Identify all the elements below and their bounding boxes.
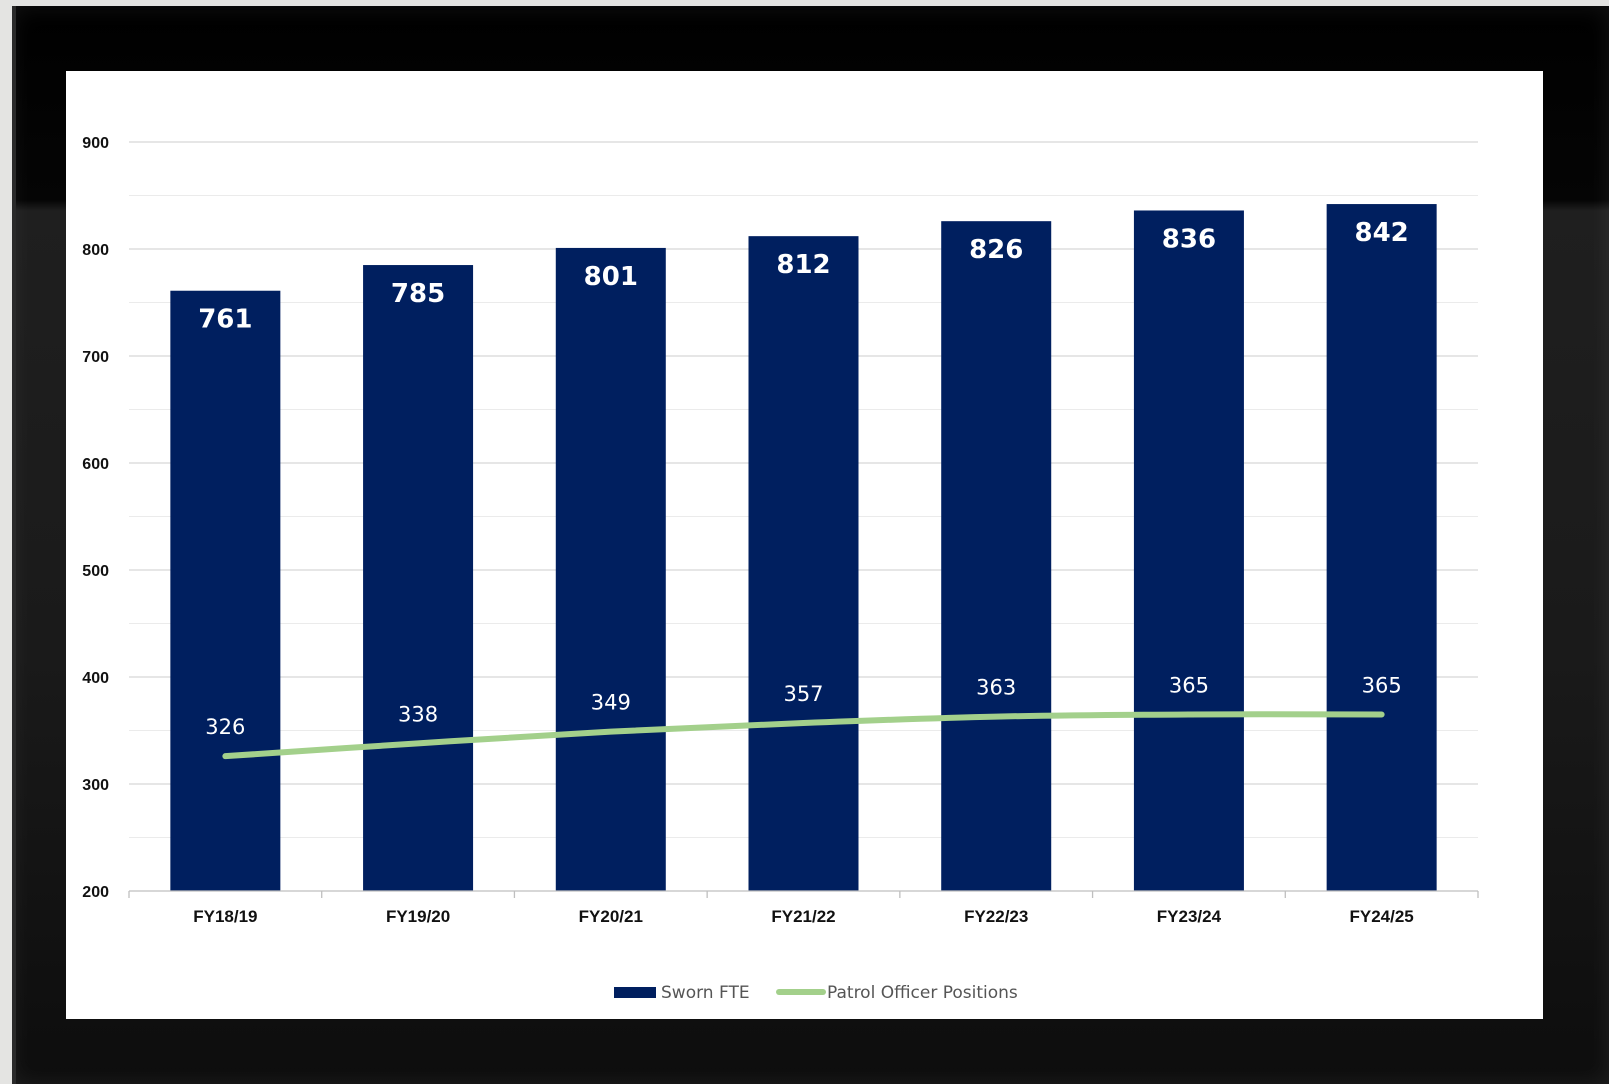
bar-sworn-fte xyxy=(941,221,1052,891)
x-tick-label: FY19/20 xyxy=(386,907,450,926)
y-tick-label: 800 xyxy=(82,242,109,259)
x-tick-label: FY20/21 xyxy=(579,907,643,926)
bar-sworn-fte xyxy=(1326,204,1437,891)
x-tick-label: FY22/23 xyxy=(964,907,1028,926)
line-data-label: 326 xyxy=(205,715,245,739)
bar-line-chart: 200 300 400 500 600 700 800 900 FY18/19 FY19/20 FY… xyxy=(82,135,1479,1003)
y-tick-label: 900 xyxy=(82,135,109,152)
y-tick-label: 300 xyxy=(82,777,109,794)
x-tick-label: FY18/19 xyxy=(193,907,257,926)
line-patrol-officer-positions xyxy=(222,711,1385,760)
y-tick-label: 400 xyxy=(82,670,109,687)
bar-data-label: 836 xyxy=(1162,224,1216,254)
bar-sworn-fte xyxy=(170,290,281,891)
line-data-label: 349 xyxy=(591,691,631,715)
bar-data-label: 826 xyxy=(969,235,1023,265)
line-data-label: 363 xyxy=(976,676,1016,700)
y-tick-label: 700 xyxy=(82,349,109,366)
line-data-label: 338 xyxy=(398,702,438,726)
legend-swatch-sworn-fte xyxy=(614,987,656,998)
y-tick-label: 200 xyxy=(82,884,109,901)
y-tick-label: 500 xyxy=(82,563,109,580)
legend-label-sworn-fte: Sworn FTE xyxy=(661,983,750,1003)
x-tick-label: FY23/24 xyxy=(1157,907,1222,926)
line-data-label: 365 xyxy=(1362,673,1402,697)
x-tick-label: FY24/25 xyxy=(1350,907,1414,926)
y-tick-label: 600 xyxy=(82,456,109,473)
bar-sworn-fte xyxy=(363,265,474,891)
x-tick-label: FY21/22 xyxy=(771,907,835,926)
bar-sworn-fte xyxy=(555,247,666,891)
bar-sworn-fte xyxy=(1133,210,1244,892)
bar-data-label: 801 xyxy=(584,262,638,292)
bar-data-label: 785 xyxy=(391,279,445,309)
line-data-label: 365 xyxy=(1169,673,1209,697)
bar-data-label: 812 xyxy=(776,250,830,280)
line-data-label: 357 xyxy=(783,682,823,706)
bar-data-label: 842 xyxy=(1355,218,1409,248)
bar-data-label: 761 xyxy=(198,305,252,335)
chart-panel: 200 300 400 500 600 700 800 900 FY18/19 FY19/20 FY… xyxy=(66,71,1543,1019)
bar-sworn-fte xyxy=(748,236,859,891)
legend-label-patrol-officer-positions: Patrol Officer Positions xyxy=(827,983,1018,1003)
